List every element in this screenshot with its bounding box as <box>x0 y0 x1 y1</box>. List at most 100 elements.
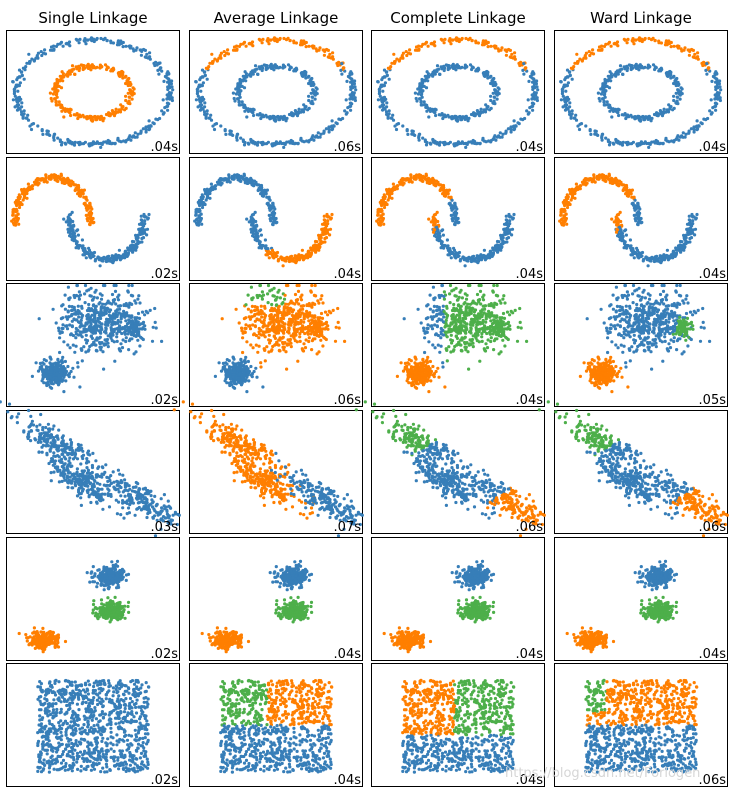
scatter-point <box>313 135 318 139</box>
scatter-point <box>267 256 271 260</box>
scatter-point <box>52 44 56 48</box>
scatter-point <box>111 41 115 45</box>
scatter-point <box>672 98 676 103</box>
scatter-point <box>113 141 117 145</box>
scatter-point <box>157 72 161 76</box>
scatter-point <box>111 69 115 73</box>
scatter-point <box>311 102 315 106</box>
scatter-point <box>489 44 493 48</box>
scatter-point <box>428 178 432 182</box>
scatter-point <box>120 346 125 350</box>
scatter-point <box>569 115 573 119</box>
scatter-point <box>536 88 540 92</box>
scatter-point <box>123 324 127 329</box>
scatter-point <box>36 183 40 187</box>
scatter-point <box>489 250 493 254</box>
scatter-point <box>491 253 495 257</box>
scatter-point <box>506 236 511 240</box>
scatter-point <box>501 132 505 136</box>
scatter-point <box>690 230 694 234</box>
time-label: .04s <box>516 140 544 155</box>
scatter-point <box>636 143 640 147</box>
scatter-point <box>624 116 628 121</box>
scatter-point <box>134 233 138 237</box>
scatter-point <box>349 104 353 108</box>
scatter-point <box>616 234 620 238</box>
scatter-point <box>632 213 636 217</box>
scatter-point <box>76 361 80 365</box>
scatter-point <box>282 64 286 68</box>
scatter-point <box>275 39 279 44</box>
scatter-point <box>421 136 425 140</box>
scatter-point <box>678 97 682 101</box>
scatter-point <box>509 128 513 132</box>
scatter-point <box>100 322 104 326</box>
scatter-point <box>620 113 624 117</box>
scatter-point <box>633 117 637 121</box>
scatter-point <box>638 63 642 67</box>
scatter-point <box>426 79 430 83</box>
scatter-point <box>699 121 703 125</box>
scatter-point <box>165 76 169 80</box>
scatter-point <box>646 264 650 268</box>
scatter-point <box>110 332 114 336</box>
scatter-point <box>264 67 268 72</box>
scatter-point <box>52 173 56 177</box>
time-label: .02s <box>151 267 179 282</box>
scatter-point <box>269 65 273 69</box>
scatter-point <box>28 59 32 64</box>
scatter-point <box>267 42 271 46</box>
scatter-point <box>143 313 147 317</box>
scatter-point <box>655 113 659 117</box>
scatter-point <box>489 81 493 86</box>
scatter-point <box>652 259 656 264</box>
scatter-point <box>596 91 600 95</box>
scatter-point <box>78 325 82 329</box>
scatter-point <box>435 64 440 68</box>
scatter-point <box>578 57 582 61</box>
scatter-point <box>67 42 71 46</box>
scatter-point <box>503 240 507 244</box>
scatter-point <box>57 329 61 333</box>
scatter-point <box>233 99 237 103</box>
scatter-point <box>93 331 98 335</box>
scatter-point <box>245 217 249 221</box>
scatter-point <box>13 200 17 204</box>
scatter-point <box>414 96 418 101</box>
scatter-point <box>120 71 124 75</box>
scatter-point <box>226 48 230 52</box>
scatter-point <box>531 108 535 112</box>
scatter-point <box>717 91 721 95</box>
scatter-point <box>142 230 146 234</box>
scatter-point <box>115 308 119 312</box>
scatter-point <box>441 192 445 196</box>
scatter-point <box>322 48 326 52</box>
scatter-point <box>269 219 273 223</box>
scatter-point <box>264 246 268 251</box>
scatter-point <box>714 70 718 74</box>
scatter-point <box>435 68 439 72</box>
scatter-point <box>561 87 565 91</box>
scatter-point <box>495 92 499 96</box>
scatter-point <box>28 124 32 128</box>
scatter-point <box>242 177 246 181</box>
scatter-point <box>261 37 265 41</box>
scatter-point <box>254 229 258 233</box>
scatter-point <box>240 100 244 104</box>
scatter-point <box>198 78 202 82</box>
scatter-point <box>576 59 580 64</box>
scatter-point <box>604 42 608 46</box>
scatter-point <box>109 41 113 45</box>
scatter-point <box>622 37 626 41</box>
scatter-point <box>606 79 610 83</box>
scatter-point <box>691 215 695 219</box>
scatter-point <box>253 225 257 229</box>
scatter-point <box>57 326 61 330</box>
scatter-point <box>273 63 277 67</box>
scatter-point <box>108 301 112 305</box>
scatter-point <box>401 183 405 187</box>
scatter-point <box>96 324 101 328</box>
scatter-point <box>680 240 684 244</box>
scatter-point <box>376 80 380 84</box>
scatter-point <box>253 238 257 242</box>
